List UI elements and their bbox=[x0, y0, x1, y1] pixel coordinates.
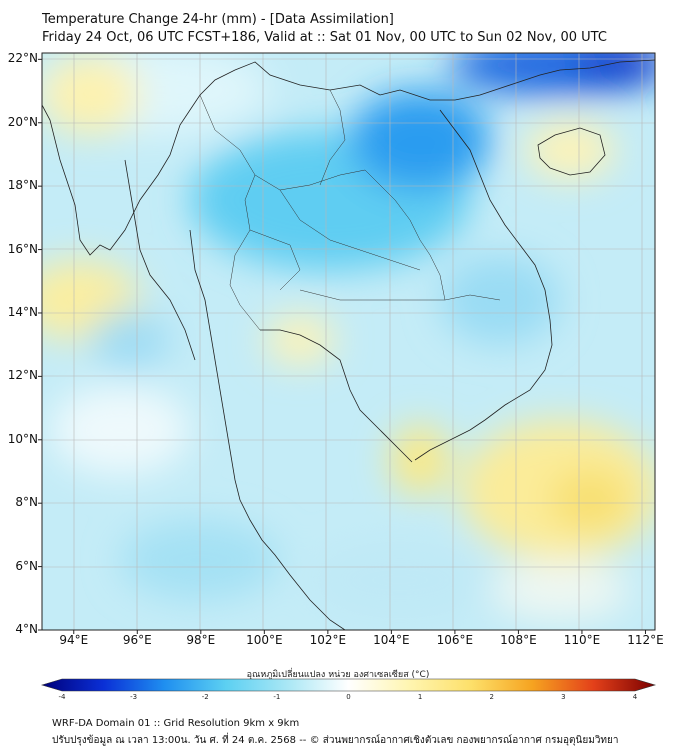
colorbar-tick-label: 4 bbox=[632, 693, 638, 701]
lon-label: 100°E bbox=[246, 633, 283, 647]
lon-label: 96°E bbox=[122, 633, 152, 647]
footer-line-2: ปรับปรุงข้อมูล ณ เวลา 13:00น. วัน ศ. ที่… bbox=[52, 735, 619, 746]
colorbar-gradient bbox=[40, 678, 657, 692]
lat-label: 16°N bbox=[7, 241, 38, 256]
graticule bbox=[42, 53, 655, 630]
colorbar-tick-label: -3 bbox=[130, 693, 138, 701]
lon-label: 106°E bbox=[436, 633, 474, 647]
lon-label: 110°E bbox=[563, 633, 601, 647]
temperature-field bbox=[42, 53, 655, 620]
colorbar-tick-label: -2 bbox=[201, 693, 209, 701]
footer-line-1: WRF-DA Domain 01 :: Grid Resolution 9km … bbox=[52, 718, 300, 729]
borders bbox=[199, 89, 501, 331]
map-subtitle: Friday 24 Oct, 06 UTC FCST+186, Valid at… bbox=[42, 30, 607, 45]
plot-frame bbox=[41, 52, 656, 631]
lat-label: 6°N bbox=[15, 558, 38, 573]
colorbar-title: อุณหภูมิเปลี่ยนแปลง หน่วย องศาเซลเซียส (… bbox=[246, 670, 430, 680]
colorbar bbox=[40, 678, 657, 692]
lon-label: 102°E bbox=[309, 633, 347, 647]
lat-label: 4°N bbox=[15, 622, 38, 636]
colorbar-tick-label: -1 bbox=[273, 693, 281, 701]
lat-label: 8°N bbox=[15, 495, 38, 510]
lat-label: 10°N bbox=[7, 431, 38, 446]
colorbar-tick-label: 1 bbox=[417, 693, 423, 701]
lat-label: 14°N bbox=[7, 304, 38, 319]
lon-label: 98°E bbox=[186, 633, 216, 647]
colorbar-tick-label: 0 bbox=[346, 693, 351, 701]
lat-label: 20°N bbox=[7, 114, 38, 129]
lat-label: 22°N bbox=[7, 51, 38, 66]
lat-label: 12°N bbox=[7, 368, 38, 383]
lon-label: 94°E bbox=[59, 633, 89, 647]
lon-label: 112°E bbox=[627, 633, 664, 647]
lat-label: 18°N bbox=[7, 178, 38, 193]
coastlines bbox=[42, 59, 655, 630]
colorbar-tick-label: 3 bbox=[561, 693, 566, 701]
lon-label: 104°E bbox=[373, 633, 410, 647]
map-title: Temperature Change 24-hr (mm) - [Data As… bbox=[42, 12, 394, 27]
lon-label: 108°E bbox=[500, 633, 537, 647]
colorbar-tick-label: -4 bbox=[58, 693, 66, 701]
colorbar-tick-label: 2 bbox=[489, 693, 494, 701]
